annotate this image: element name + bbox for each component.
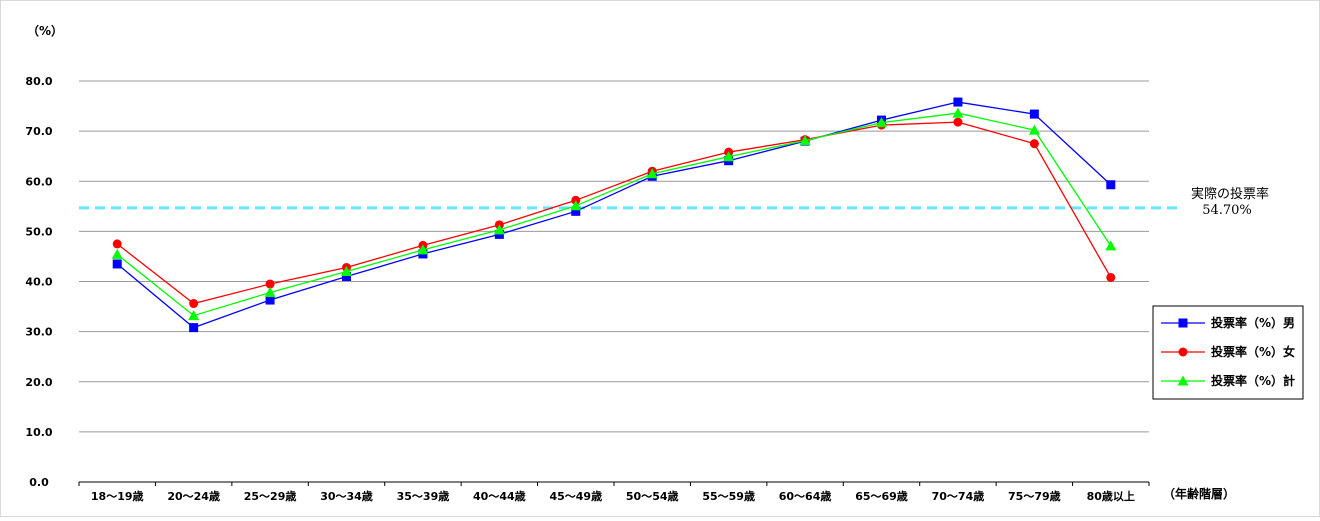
data-point bbox=[264, 287, 276, 298]
reference-line-group: 実際の投票率 54.70% bbox=[79, 186, 1269, 218]
series-line bbox=[116, 101, 1112, 329]
data-point bbox=[265, 295, 275, 305]
data-point bbox=[953, 97, 963, 107]
y-tick-label: 20.0 bbox=[25, 376, 52, 389]
y-axis-ticks: 0.0 10.0 20.0 30.0 40.0 50.0 60.0 70.0 80.0 bbox=[25, 75, 52, 489]
data-point bbox=[493, 224, 505, 235]
data-point bbox=[952, 107, 964, 118]
data-point bbox=[1028, 124, 1040, 135]
y-tick-label: 40.0 bbox=[25, 276, 52, 289]
y-axis-unit-label: （%） bbox=[27, 23, 63, 38]
y-tick-label: 50.0 bbox=[25, 225, 52, 238]
data-point bbox=[646, 168, 658, 179]
y-tick-label: 30.0 bbox=[25, 326, 52, 339]
data-point bbox=[1106, 180, 1116, 190]
series-total bbox=[111, 107, 1117, 321]
data-point bbox=[111, 248, 123, 259]
legend-item-male: 投票率（%）男 bbox=[1161, 315, 1295, 330]
legend-item-female: 投票率（%）女 bbox=[1161, 344, 1295, 359]
x-tick-label: 55～59歳 bbox=[702, 489, 755, 503]
legend-item-total: 投票率（%）計 bbox=[1161, 373, 1295, 388]
legend-label: 投票率（%）女 bbox=[1211, 344, 1295, 359]
data-point bbox=[1106, 272, 1116, 282]
x-tick-label: 18～19歳 bbox=[91, 489, 144, 503]
gridlines bbox=[79, 80, 1149, 483]
x-tick-label: 45～49歳 bbox=[549, 489, 602, 503]
legend-marker bbox=[1177, 375, 1189, 386]
reference-line-value: 54.70% bbox=[1202, 203, 1252, 218]
x-tick-label: 60～64歳 bbox=[779, 489, 832, 503]
data-point bbox=[341, 265, 352, 276]
series-female bbox=[112, 117, 1116, 309]
x-tick-label: 30～34歳 bbox=[320, 489, 373, 503]
data-point bbox=[571, 206, 581, 216]
reference-line-label: 実際の投票率 bbox=[1191, 186, 1269, 202]
legend-marker bbox=[1178, 347, 1188, 357]
data-point bbox=[953, 117, 963, 127]
x-tick-label: 25～29歳 bbox=[244, 489, 297, 503]
data-point bbox=[494, 229, 504, 239]
legend-marker bbox=[1178, 318, 1188, 328]
x-tick-label: 40～44歳 bbox=[473, 489, 526, 503]
data-point bbox=[723, 151, 735, 162]
series-line bbox=[116, 121, 1112, 305]
y-tick-label: 10.0 bbox=[25, 426, 52, 439]
x-axis-ticks: 18～19歳 20～24歳 25～29歳 30～34歳 35～39歳 40～44歳 45～4… bbox=[78, 482, 1150, 503]
x-tick-label: 50～54歳 bbox=[626, 489, 679, 503]
x-axis-unit-label: （年齢階層） bbox=[1163, 486, 1235, 501]
data-point bbox=[799, 135, 811, 146]
y-tick-label: 80.0 bbox=[25, 75, 52, 88]
data-point bbox=[1105, 240, 1117, 251]
x-tick-label: 35～39歳 bbox=[397, 489, 450, 503]
series-lines bbox=[111, 97, 1117, 333]
data-point bbox=[112, 259, 122, 269]
data-point bbox=[571, 195, 581, 205]
data-point bbox=[1029, 109, 1039, 119]
series-male bbox=[112, 97, 1116, 333]
y-tick-label: 60.0 bbox=[25, 175, 52, 188]
data-point bbox=[188, 310, 200, 321]
x-tick-label: 80歳以上 bbox=[1087, 489, 1135, 503]
x-tick-label: 20～24歳 bbox=[167, 489, 220, 503]
data-point bbox=[876, 117, 887, 128]
data-point bbox=[265, 279, 275, 289]
legend-label: 投票率（%）男 bbox=[1211, 315, 1295, 330]
series-line bbox=[116, 112, 1112, 317]
x-tick-label: 75～79歳 bbox=[1008, 489, 1061, 503]
x-tick-label: 70～74歳 bbox=[932, 489, 985, 503]
data-point bbox=[112, 239, 122, 249]
data-point bbox=[417, 244, 429, 255]
y-tick-label: 70.0 bbox=[25, 125, 52, 138]
x-tick-label: 65～69歳 bbox=[855, 489, 908, 503]
legend-label: 投票率（%）計 bbox=[1211, 373, 1295, 388]
data-point bbox=[342, 271, 351, 281]
data-point bbox=[1029, 139, 1039, 149]
y-tick-label: 0.0 bbox=[29, 476, 49, 489]
data-point bbox=[570, 200, 582, 211]
data-point bbox=[189, 323, 199, 333]
data-point bbox=[189, 299, 199, 309]
